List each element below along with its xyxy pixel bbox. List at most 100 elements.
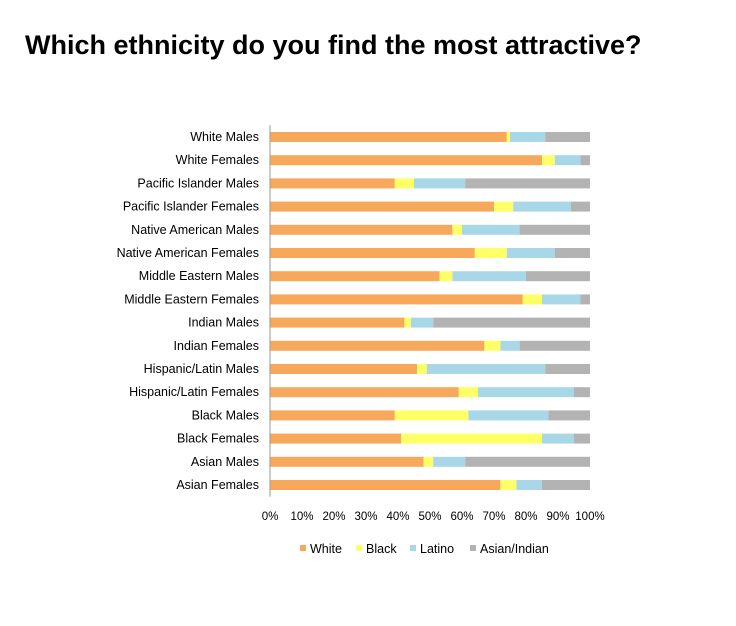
bar-black-native-american-males (452, 224, 462, 235)
legend-swatch-black (356, 545, 362, 551)
legend: White Black Latino Asian/Indian (300, 542, 549, 556)
bar-black-pacific-islander-males (394, 178, 414, 189)
x-tick-20pct: 20% (322, 511, 345, 523)
category-labels: White Males White Females Pacific Islander… (117, 130, 259, 492)
x-tick-30pct: 30% (354, 511, 377, 523)
bar-latino-pacific-islander-females (513, 201, 571, 212)
category-label-white-males: White Males (190, 130, 259, 144)
bar-white-asian-males (270, 456, 424, 467)
bar-latino-black-males (468, 410, 549, 421)
legend-label-asian-indian: Asian/Indian (480, 542, 549, 556)
bar-black-hispanic-latin-females (458, 387, 478, 398)
bar-latino-native-american-females (506, 248, 555, 258)
category-label-indian-females: Indian Females (174, 339, 259, 353)
bar-asian-indian-black-females (574, 433, 590, 444)
bar-white-pacific-islander-females (270, 201, 494, 212)
legend-label-white: White (310, 542, 342, 556)
legend-label-black: Black (366, 542, 397, 556)
bar-latino-asian-males (433, 456, 466, 467)
bar-white-middle-eastern-males (270, 271, 440, 282)
category-label-black-females: Black Females (177, 432, 259, 446)
category-label-asian-males: Asian Males (191, 455, 259, 469)
bar-white-middle-eastern-females (270, 294, 523, 305)
x-tick-60pct: 60% (450, 511, 473, 523)
x-tick-90pct: 90% (546, 511, 569, 523)
bar-black-asian-males (423, 456, 434, 467)
bar-latino-white-males (510, 132, 546, 142)
bar-latino-black-females (542, 433, 574, 444)
bar-black-middle-eastern-females (522, 294, 542, 305)
bar-asian-indian-indian-females (519, 340, 590, 351)
x-tick-70pct: 70% (482, 511, 505, 523)
bar-asian-indian-middle-eastern-females (580, 294, 590, 305)
bar-latino-pacific-islander-males (414, 178, 466, 189)
category-label-asian-females: Asian Females (176, 478, 259, 492)
category-label-middle-eastern-males: Middle Eastern Males (139, 269, 259, 283)
bars-layer (270, 132, 590, 490)
bar-latino-indian-males (410, 317, 434, 328)
x-tick-100pct: 100% (575, 511, 604, 523)
legend-label-latino: Latino (420, 542, 454, 556)
bar-black-hispanic-latin-males (417, 364, 427, 374)
bar-latino-indian-females (500, 340, 520, 351)
x-axis-ticks: 0% 10% 20% 30% 40% 50% 60% 70% 80% 90% 100% (262, 511, 605, 523)
bar-latino-middle-eastern-females (542, 294, 581, 305)
category-label-native-american-males: Native American Males (131, 223, 259, 237)
bar-asian-indian-hispanic-latin-males (545, 364, 590, 374)
bar-latino-white-females (554, 155, 581, 166)
bar-latino-native-american-males (462, 224, 520, 235)
bar-asian-indian-white-males (545, 132, 590, 142)
category-label-middle-eastern-females: Middle Eastern Females (124, 292, 259, 306)
category-label-pacific-islander-females: Pacific Islander Females (123, 200, 259, 214)
bar-white-hispanic-latin-males (270, 364, 418, 374)
bar-white-native-american-males (270, 224, 453, 235)
bar-black-native-american-females (474, 248, 507, 258)
bar-black-white-females (542, 155, 555, 166)
bar-asian-indian-native-american-males (519, 224, 590, 235)
legend-swatch-white (300, 545, 306, 551)
bar-black-middle-eastern-males (439, 271, 453, 282)
bar-asian-indian-pacific-islander-females (570, 201, 590, 212)
bar-white-pacific-islander-males (270, 178, 395, 189)
bar-white-hispanic-latin-females (270, 387, 459, 398)
bar-white-black-females (270, 433, 402, 444)
category-label-white-females: White Females (176, 153, 259, 167)
category-label-black-males: Black Males (192, 408, 259, 422)
category-label-indian-males: Indian Males (188, 316, 259, 330)
bar-black-white-males (506, 132, 510, 142)
bar-black-indian-males (404, 317, 411, 328)
bar-asian-indian-asian-males (465, 456, 590, 467)
bar-black-pacific-islander-females (494, 201, 514, 212)
bar-asian-indian-hispanic-latin-females (574, 387, 590, 398)
x-tick-50pct: 50% (418, 511, 441, 523)
bar-latino-hispanic-latin-females (478, 387, 574, 398)
bar-white-indian-males (270, 317, 405, 328)
bar-asian-indian-pacific-islander-males (465, 178, 590, 189)
bar-asian-indian-black-males (548, 410, 590, 421)
bar-white-native-american-females (270, 248, 475, 258)
x-tick-40pct: 40% (386, 511, 409, 523)
bar-latino-middle-eastern-males (452, 271, 526, 282)
bar-white-indian-females (270, 340, 485, 351)
bar-asian-indian-native-american-females (554, 248, 590, 258)
bar-asian-indian-asian-females (542, 480, 590, 490)
category-label-hispanic-latin-females: Hispanic/Latin Females (129, 385, 259, 399)
category-label-hispanic-latin-males: Hispanic/Latin Males (144, 362, 259, 376)
bar-latino-asian-females (516, 480, 542, 490)
bar-asian-indian-middle-eastern-males (526, 271, 590, 282)
bar-black-asian-females (500, 480, 517, 490)
bar-black-indian-females (484, 340, 501, 351)
legend-swatch-asian-indian (470, 545, 476, 551)
bar-white-black-males (270, 410, 395, 421)
category-label-native-american-females: Native American Females (117, 246, 259, 260)
bar-black-black-females (401, 433, 542, 444)
bar-white-asian-females (270, 480, 501, 490)
x-tick-0pct: 0% (262, 511, 279, 523)
bar-asian-indian-indian-males (433, 317, 590, 328)
bar-black-black-males (394, 410, 469, 421)
chart-title: Which ethnicity do you find the most att… (25, 30, 642, 60)
x-tick-10pct: 10% (290, 511, 313, 523)
bar-white-white-females (270, 155, 542, 166)
bar-white-white-males (270, 132, 507, 142)
